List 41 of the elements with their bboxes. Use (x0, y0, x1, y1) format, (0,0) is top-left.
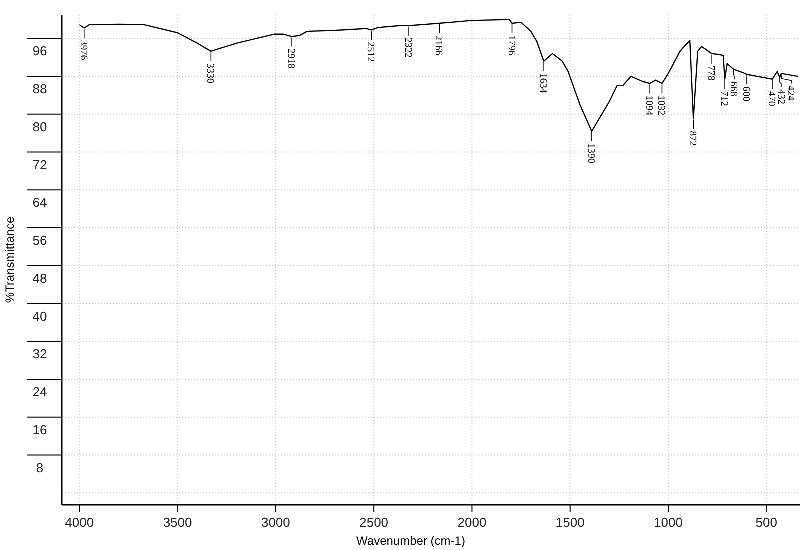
annotation: 2918 (286, 48, 297, 69)
annotation: 2166 (433, 36, 444, 56)
y-tick-label: 96 (32, 44, 48, 59)
annotation: 432 (776, 89, 787, 104)
x-tick-label: 4000 (65, 515, 94, 530)
x-tick-label: 500 (756, 515, 778, 530)
x-tick-label: 2500 (360, 515, 389, 530)
y-tick-label: 8 (36, 460, 44, 476)
annotation: 1634 (538, 73, 549, 94)
x-tick-label: 3500 (163, 515, 192, 530)
y-tick-label: 80 (32, 119, 48, 134)
x-axis-title: Wavenumber (cm-1) (356, 534, 466, 548)
y-tick-label: 56 (32, 233, 48, 248)
annotation: 470 (766, 91, 778, 106)
x-tick-label: 1500 (556, 515, 585, 530)
annotation: 600 (740, 86, 752, 102)
y-tick-label: 24 (32, 384, 48, 400)
y-axis-title: %Transmittance (3, 216, 17, 304)
annotation: 2322 (402, 38, 414, 58)
y-tick-label: 48 (32, 270, 48, 286)
annotation: 424 (785, 86, 796, 101)
x-tick-label: 2000 (458, 515, 487, 530)
annotation: 1390 (585, 143, 596, 164)
annotation: 778 (706, 66, 717, 81)
x-tick-label: 1000 (654, 515, 683, 530)
annotation: 1796 (506, 36, 517, 56)
annotation: 668 (728, 81, 740, 96)
annotation: 3330 (204, 63, 216, 84)
annotation: 1094 (644, 96, 655, 116)
x-tick-label: 3000 (261, 515, 290, 530)
annotation: 712 (718, 91, 730, 106)
y-tick-label: 40 (32, 308, 48, 324)
y-tick-label: 72 (32, 157, 48, 172)
y-tick-label: 32 (32, 346, 48, 362)
y-tick-label: 64 (32, 195, 48, 210)
y-tick-label: 88 (32, 82, 48, 97)
y-tick-label: 16 (32, 422, 48, 438)
annotation: 2512 (365, 42, 376, 62)
annotation: 872 (687, 131, 698, 146)
annotation: 1032 (656, 96, 667, 116)
annotation: 3976 (78, 40, 89, 60)
